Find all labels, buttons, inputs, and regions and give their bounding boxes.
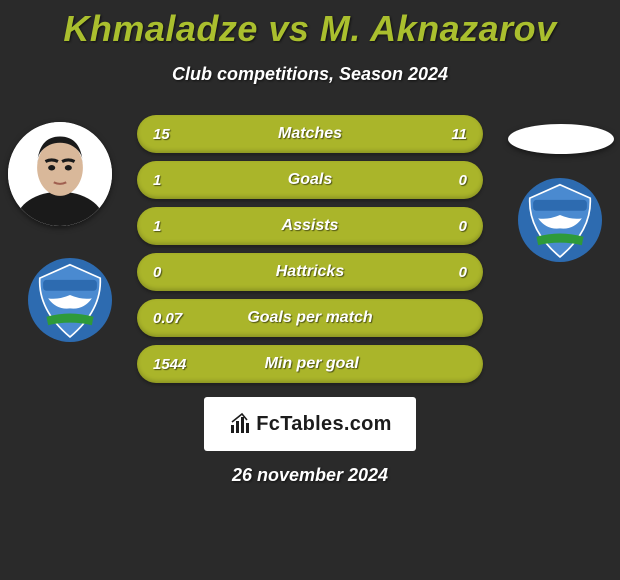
stat-left: 1544 — [153, 356, 186, 373]
stat-left: 15 — [153, 126, 183, 143]
player1-team-crest — [28, 258, 112, 342]
stat-left: 0.07 — [153, 310, 183, 327]
stat-label: Min per goal — [186, 355, 437, 373]
stat-right: 0 — [437, 264, 467, 281]
stat-label: Goals per match — [183, 309, 437, 327]
stat-right: 0 — [437, 218, 467, 235]
stat-row-min-per-goal: 1544 Min per goal — [137, 345, 483, 383]
player1-avatar — [8, 122, 112, 226]
stat-row-matches: 15 Matches 11 — [137, 115, 483, 153]
stat-row-assists: 1 Assists 0 — [137, 207, 483, 245]
stats-table: 15 Matches 11 1 Goals 0 1 Assists 0 0 Ha… — [137, 115, 483, 383]
stat-label: Assists — [183, 217, 437, 235]
subtitle: Club competitions, Season 2024 — [0, 64, 620, 85]
stat-row-goals-per-match: 0.07 Goals per match — [137, 299, 483, 337]
stat-left: 1 — [153, 172, 183, 189]
stat-row-goals: 1 Goals 0 — [137, 161, 483, 199]
stat-right: 0 — [437, 172, 467, 189]
footer-date: 26 november 2024 — [0, 465, 620, 486]
stat-left: 0 — [153, 264, 183, 281]
brand-label: FcTables.com — [256, 413, 392, 436]
player2-team-crest — [518, 178, 602, 262]
brand-chart-icon — [228, 412, 252, 436]
stat-right: 11 — [437, 126, 467, 143]
stat-row-hattricks: 0 Hattricks 0 — [137, 253, 483, 291]
player2-avatar — [508, 124, 614, 154]
stat-label: Hattricks — [183, 263, 437, 281]
brand-badge: FcTables.com — [204, 397, 416, 451]
page-title: Khmaladze vs M. Aknazarov — [0, 0, 620, 50]
stat-label: Matches — [183, 125, 437, 143]
stat-left: 1 — [153, 218, 183, 235]
stat-label: Goals — [183, 171, 437, 189]
